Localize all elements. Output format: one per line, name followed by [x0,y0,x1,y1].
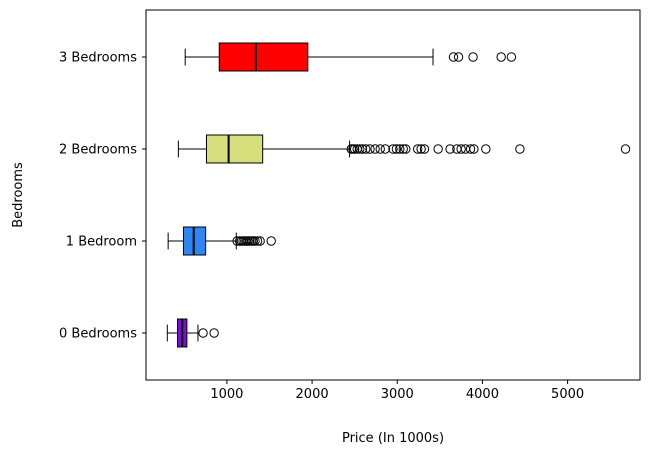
outlier-point [395,144,405,154]
outlier-point [232,236,242,246]
outlier-point [266,236,276,246]
x-tick-label: 5000 [551,387,584,402]
outlier-point [250,236,260,246]
outlier-point [515,144,525,154]
outlier-point [465,144,476,154]
outlier-point [198,328,208,338]
outlier-point [481,144,491,154]
x-axis: 1000 2000 3000 4000 5000 [210,380,584,402]
outlier-point [355,144,365,154]
outlier-point [413,144,423,154]
outlier-point [388,144,398,154]
outlier-point [433,144,443,154]
outlier-point [445,144,455,154]
x-tick-label: 1000 [210,387,243,402]
outlier-point [361,144,371,154]
box-iqr [218,42,309,72]
outlier-point [401,144,411,154]
outlier-point [252,236,263,246]
outlier-point [456,144,466,154]
y-axis-label: Bedrooms [11,162,26,228]
plot-area [145,9,641,381]
outlier-point [398,144,408,154]
outlier-point [380,144,391,154]
outlier-point [453,52,464,62]
box-iqr [205,134,264,164]
y-tick-label: 1 Bedroom [66,235,137,250]
outlier-point [416,144,426,154]
y-axis: 0 Bedrooms 1 Bedroom 2 Bedrooms 3 Bedrooms [59,51,146,342]
box-group [166,318,219,348]
x-tick-label: 2000 [296,387,329,402]
x-tick-label: 3000 [381,387,414,402]
outlier-point [469,144,479,154]
outlier-point [419,144,430,154]
outlier-point [370,144,380,154]
outlier-point [468,52,478,62]
outlier-point [506,52,517,62]
outlier-point [391,144,402,154]
x-axis-label: Price (In 1000s) [342,431,444,446]
y-tick-label: 2 Bedrooms [59,143,137,158]
outlier-point [496,52,506,62]
outlier-point [448,52,459,62]
outlier-point [209,328,219,338]
box-group [167,226,276,256]
outlier-point [365,144,375,154]
x-tick-label: 4000 [466,387,499,402]
outlier-point [375,144,385,154]
y-tick-label: 0 Bedrooms [59,327,137,342]
box-group [177,134,631,164]
outlier-point [255,236,265,246]
outlier-point [620,144,631,154]
box-group [184,42,517,72]
boxes-layer [166,42,631,348]
outlier-point [357,144,368,154]
y-tick-label: 3 Bedrooms [59,51,137,66]
outlier-point [349,144,360,154]
